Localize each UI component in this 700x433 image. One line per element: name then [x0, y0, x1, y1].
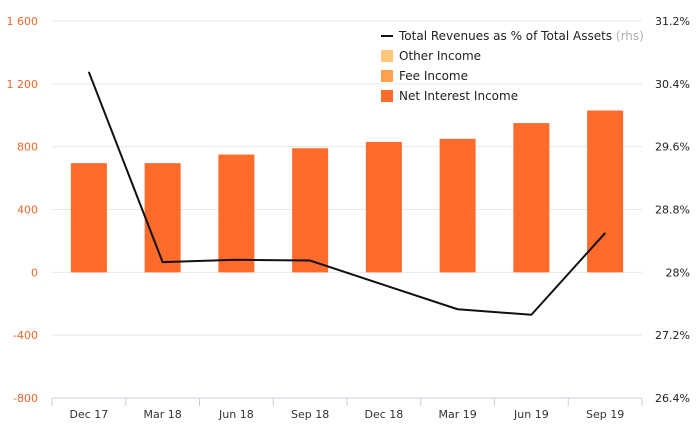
x-tick-label: Dec 18 [364, 408, 403, 421]
bar-net-interest-income [365, 141, 402, 273]
y-left-tick-label: 1 600 [7, 15, 39, 28]
bar-net-interest-income [144, 163, 181, 273]
line-point [88, 71, 90, 73]
y-right-tick-label: 29.6% [655, 141, 690, 154]
x-tick-label: Sep 18 [291, 408, 329, 421]
y-left-tick-label: 400 [17, 204, 38, 217]
line-point [530, 314, 532, 316]
x-tick-label: Jun 18 [218, 408, 254, 421]
bar-series [70, 110, 624, 273]
y-right-tick-label: 30.4% [655, 78, 690, 91]
legend-label: Fee Income [399, 69, 468, 83]
bar-net-interest-income [513, 123, 550, 273]
y-right-tick-label: 28.8% [655, 204, 690, 217]
y-left-tick-label: 1 200 [7, 78, 39, 91]
x-tick-label: Mar 18 [144, 408, 182, 421]
gridlines [52, 20, 642, 336]
bar-net-interest-income [292, 148, 329, 273]
legend-label: Total Revenues as % of Total Assets (rhs… [398, 29, 644, 43]
line-point [604, 232, 606, 234]
y-left-tick-label: 0 [31, 266, 38, 279]
y-left-tick-label: -800 [13, 392, 38, 405]
y-right-tick-label: 28% [666, 266, 690, 279]
x-tick-label: Mar 19 [439, 408, 477, 421]
legend: Total Revenues as % of Total Assets (rhs… [381, 29, 644, 103]
x-tick-label: Jun 19 [513, 408, 549, 421]
x-tick-label: Dec 17 [69, 408, 108, 421]
bar-net-interest-income [218, 154, 255, 273]
bar-net-interest-income [439, 138, 476, 273]
x-tick-label: Sep 19 [586, 408, 624, 421]
legend-label-suffix: (rhs) [612, 29, 644, 43]
y-right-tick-label: 26.4% [655, 392, 690, 405]
line-point [162, 261, 164, 263]
y-right-tick-label: 27.2% [655, 329, 690, 342]
line-point [457, 308, 459, 310]
legend-box-swatch [381, 90, 393, 102]
legend-box-swatch [381, 50, 393, 62]
bar-net-interest-income [70, 163, 107, 273]
legend-label: Net Interest Income [399, 89, 518, 103]
legend-box-swatch [381, 70, 393, 82]
axes: -800 -400 0 400 800 1 200 1 600 26.4% 27.2% 28% 28… [7, 15, 691, 421]
legend-label: Other Income [399, 49, 481, 63]
line-series [87, 71, 606, 316]
line-point [383, 284, 385, 286]
y-left-tick-label: -400 [13, 329, 38, 342]
line-total-revenues [87, 71, 606, 316]
y-right-tick-label: 31.2% [655, 15, 690, 28]
y-left-tick-label: 800 [17, 141, 38, 154]
line-point [235, 259, 237, 261]
line-point [309, 260, 311, 262]
